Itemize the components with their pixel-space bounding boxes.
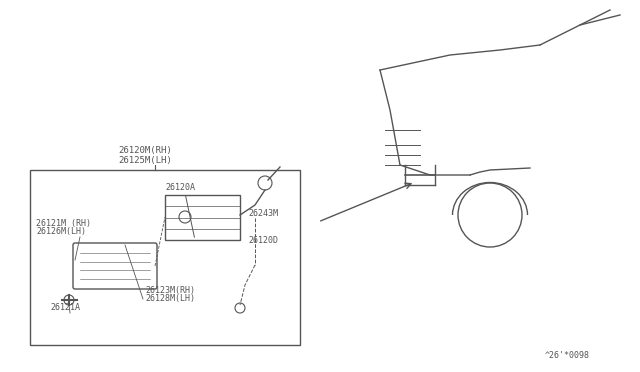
Text: 26125M(LH): 26125M(LH) — [118, 156, 172, 165]
Bar — [30, 170, 300, 345]
Text: 26126M(LH): 26126M(LH) — [36, 227, 86, 236]
Text: 26121A: 26121A — [50, 303, 80, 312]
Text: 26243M: 26243M — [248, 209, 278, 218]
Text: 26120A: 26120A — [165, 183, 195, 192]
Bar — [165, 195, 240, 240]
Text: 26120D: 26120D — [248, 236, 278, 245]
Text: 26120M(RH): 26120M(RH) — [118, 146, 172, 155]
Text: 26128M(LH): 26128M(LH) — [145, 294, 195, 303]
Text: 26121M (RH): 26121M (RH) — [36, 219, 91, 228]
Text: ^26'*0098: ^26'*0098 — [545, 351, 590, 360]
Text: 26123M(RH): 26123M(RH) — [145, 286, 195, 295]
